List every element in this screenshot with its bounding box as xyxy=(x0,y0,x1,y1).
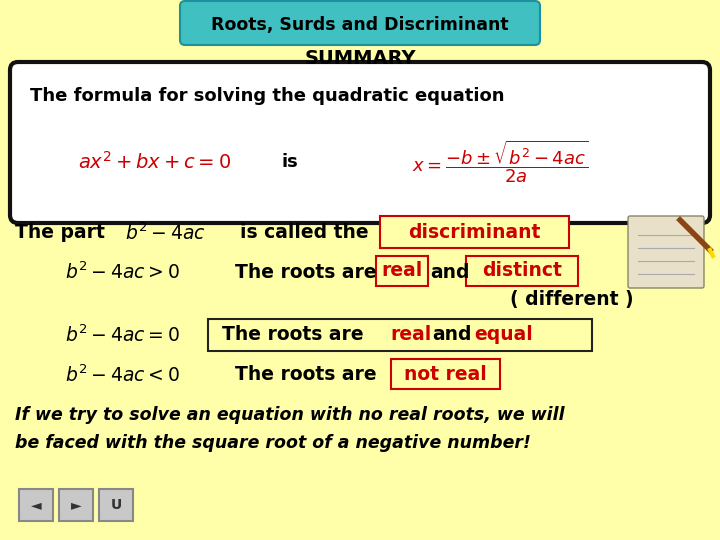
Text: $b^2-4ac$: $b^2-4ac$ xyxy=(125,222,206,244)
FancyBboxPatch shape xyxy=(376,256,428,286)
Text: $b^2-4ac=0$: $b^2-4ac=0$ xyxy=(65,324,180,346)
Text: real: real xyxy=(390,326,431,345)
Text: The formula for solving the quadratic equation: The formula for solving the quadratic eq… xyxy=(30,87,505,105)
Text: The part: The part xyxy=(15,224,105,242)
Text: not real: not real xyxy=(404,364,487,383)
Text: distinct: distinct xyxy=(482,261,562,280)
Text: SUMMARY: SUMMARY xyxy=(304,49,416,68)
FancyBboxPatch shape xyxy=(59,489,93,521)
FancyBboxPatch shape xyxy=(466,256,578,286)
Text: If we try to solve an equation with no real roots, we will: If we try to solve an equation with no r… xyxy=(15,406,564,424)
Text: The roots are: The roots are xyxy=(235,366,377,384)
FancyBboxPatch shape xyxy=(380,216,569,248)
Text: $b^2-4ac<0$: $b^2-4ac<0$ xyxy=(65,364,180,386)
FancyBboxPatch shape xyxy=(391,359,500,389)
Text: is called the: is called the xyxy=(240,224,369,242)
Text: and: and xyxy=(432,326,472,345)
Text: real: real xyxy=(382,261,423,280)
FancyBboxPatch shape xyxy=(10,62,710,223)
Text: The roots are: The roots are xyxy=(222,326,364,345)
FancyBboxPatch shape xyxy=(208,319,592,351)
Text: ( different ): ( different ) xyxy=(510,291,634,309)
FancyBboxPatch shape xyxy=(99,489,133,521)
Text: is: is xyxy=(282,153,298,171)
FancyBboxPatch shape xyxy=(19,489,53,521)
Text: ◄: ◄ xyxy=(31,498,41,512)
Text: equal: equal xyxy=(474,326,533,345)
FancyBboxPatch shape xyxy=(180,1,540,45)
Text: $b^2-4ac>0$: $b^2-4ac>0$ xyxy=(65,261,180,283)
Text: Roots, Surds and Discriminant: Roots, Surds and Discriminant xyxy=(211,16,509,34)
Text: be faced with the square root of a negative number!: be faced with the square root of a negat… xyxy=(15,434,531,452)
Text: $x = \dfrac{-b \pm \sqrt{b^2 - 4ac}}{2a}$: $x = \dfrac{-b \pm \sqrt{b^2 - 4ac}}{2a}… xyxy=(412,139,588,185)
Text: discriminant: discriminant xyxy=(408,224,540,242)
Text: and: and xyxy=(430,262,469,281)
FancyBboxPatch shape xyxy=(628,216,704,288)
Text: $ax^2 + bx + c = 0$: $ax^2 + bx + c = 0$ xyxy=(78,151,232,173)
Text: U: U xyxy=(110,498,122,512)
Text: The roots are: The roots are xyxy=(235,262,377,281)
Text: ►: ► xyxy=(71,498,81,512)
